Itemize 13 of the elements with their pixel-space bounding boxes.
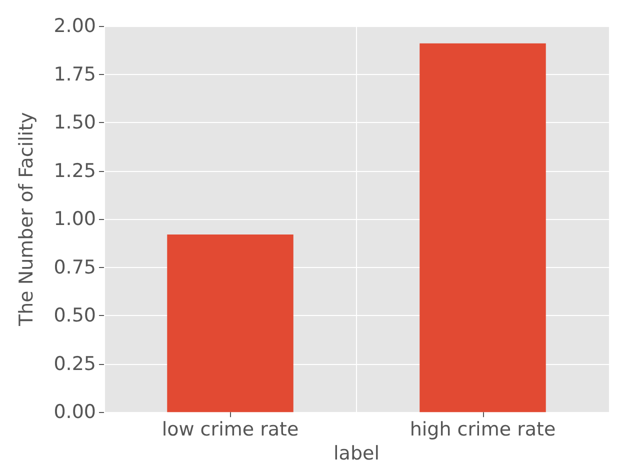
y-tick-label: 0.75 xyxy=(54,256,96,278)
y-tick-label: 1.50 xyxy=(54,112,96,134)
y-tick-label: 1.25 xyxy=(54,160,96,182)
y-tick-label: 1.00 xyxy=(54,208,96,230)
y-axis-title: The Number of Facility xyxy=(16,112,38,328)
x-tick-label: high crime rate xyxy=(410,418,556,441)
y-tick-label: 0.00 xyxy=(54,401,96,424)
y-tick-label: 0.25 xyxy=(54,352,96,375)
y-tick-label: 2.00 xyxy=(54,15,96,37)
x-axis-title: label xyxy=(334,442,380,464)
y-tick-label: 0.50 xyxy=(54,304,96,327)
y-tick-label: 1.75 xyxy=(54,63,96,86)
x-tick-label: low crime rate xyxy=(162,418,299,441)
